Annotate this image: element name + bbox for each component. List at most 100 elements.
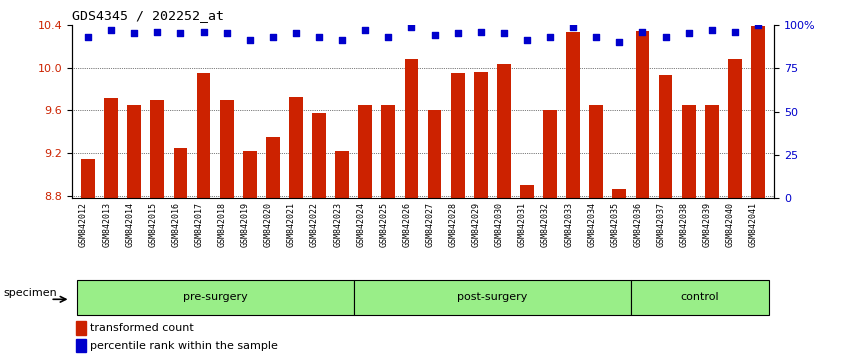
Point (104, 27, 118, 33)
Text: GSM842041: GSM842041 (749, 202, 758, 247)
Bar (451, 73, 464, 198)
Bar (382, 105, 395, 198)
Bar (497, 64, 511, 198)
Text: GSM842029: GSM842029 (472, 202, 481, 247)
Point (382, 34, 395, 40)
Bar (404, 59, 419, 198)
Text: GSM842017: GSM842017 (195, 202, 204, 247)
Text: GSM842023: GSM842023 (333, 202, 342, 247)
Bar (705, 105, 718, 198)
Text: GSM842024: GSM842024 (356, 202, 365, 247)
Bar (359, 105, 372, 198)
Text: GSM842028: GSM842028 (448, 202, 458, 247)
Text: post-surgery: post-surgery (457, 292, 528, 302)
Bar (520, 185, 534, 198)
Text: GSM842019: GSM842019 (241, 202, 250, 247)
Bar (76, 280, 354, 315)
Text: GSM842034: GSM842034 (587, 202, 596, 247)
Text: GSM842021: GSM842021 (287, 202, 296, 247)
Bar (151, 100, 164, 198)
Bar (289, 97, 303, 198)
Bar (81, 159, 95, 198)
Point (428, 32, 442, 38)
Bar (590, 105, 603, 198)
Point (705, 27, 718, 33)
Bar (427, 110, 442, 198)
Text: GSM842038: GSM842038 (679, 202, 689, 247)
Bar (474, 72, 487, 198)
Text: control: control (681, 292, 719, 302)
Bar (335, 151, 349, 198)
Point (682, 30, 695, 36)
Point (474, 29, 487, 35)
Bar (631, 280, 770, 315)
Bar (543, 110, 557, 198)
Text: GSM842020: GSM842020 (264, 202, 273, 247)
Bar (312, 113, 326, 198)
Bar (751, 26, 765, 198)
Point (751, 22, 765, 28)
Text: GSM842031: GSM842031 (518, 202, 527, 247)
Point (151, 29, 164, 35)
Point (520, 38, 534, 43)
Point (266, 34, 280, 40)
Text: GSM842026: GSM842026 (403, 202, 411, 247)
Point (543, 34, 557, 40)
Text: GDS4345 / 202252_at: GDS4345 / 202252_at (72, 9, 224, 22)
Text: GSM842012: GSM842012 (79, 202, 88, 247)
Bar (220, 100, 233, 198)
Point (613, 39, 626, 45)
Text: GSM842027: GSM842027 (426, 202, 435, 247)
Text: GSM842032: GSM842032 (541, 202, 550, 247)
Text: GSM842040: GSM842040 (726, 202, 735, 247)
Point (243, 38, 256, 43)
Text: GSM842030: GSM842030 (495, 202, 504, 247)
Text: GSM842016: GSM842016 (172, 202, 180, 247)
Text: specimen: specimen (3, 288, 58, 298)
Text: GSM842039: GSM842039 (703, 202, 711, 247)
Point (220, 30, 233, 36)
Point (728, 29, 742, 35)
Bar (682, 105, 695, 198)
Text: pre-surgery: pre-surgery (183, 292, 248, 302)
Point (81, 34, 95, 40)
Text: GSM842013: GSM842013 (102, 202, 111, 247)
Point (335, 38, 349, 43)
Point (359, 27, 372, 33)
Point (128, 30, 141, 36)
Text: GSM842037: GSM842037 (656, 202, 666, 247)
Text: GSM842036: GSM842036 (634, 202, 642, 247)
Text: GSM842033: GSM842033 (564, 202, 573, 247)
Text: GSM842015: GSM842015 (148, 202, 157, 247)
Bar (613, 189, 626, 198)
Point (635, 29, 649, 35)
Bar (658, 75, 673, 198)
Point (659, 34, 673, 40)
Bar (243, 151, 256, 198)
Bar (128, 105, 141, 198)
Bar (76, 339, 86, 352)
Bar (728, 59, 742, 198)
Text: GSM842035: GSM842035 (610, 202, 619, 247)
Point (404, 24, 418, 29)
Bar (354, 280, 631, 315)
Bar (635, 31, 650, 198)
Bar (76, 321, 86, 335)
Point (197, 29, 211, 35)
Bar (196, 73, 211, 198)
Bar (104, 98, 118, 198)
Text: GSM842022: GSM842022 (310, 202, 319, 247)
Bar (266, 137, 280, 198)
Point (451, 30, 464, 36)
Point (312, 34, 326, 40)
Text: GSM842018: GSM842018 (217, 202, 227, 247)
Bar (173, 148, 188, 198)
Text: transformed count: transformed count (90, 323, 194, 333)
Point (289, 30, 303, 36)
Point (590, 34, 603, 40)
Point (173, 30, 187, 36)
Text: GSM842014: GSM842014 (125, 202, 135, 247)
Point (497, 30, 511, 36)
Text: GSM842025: GSM842025 (379, 202, 388, 247)
Point (566, 24, 580, 29)
